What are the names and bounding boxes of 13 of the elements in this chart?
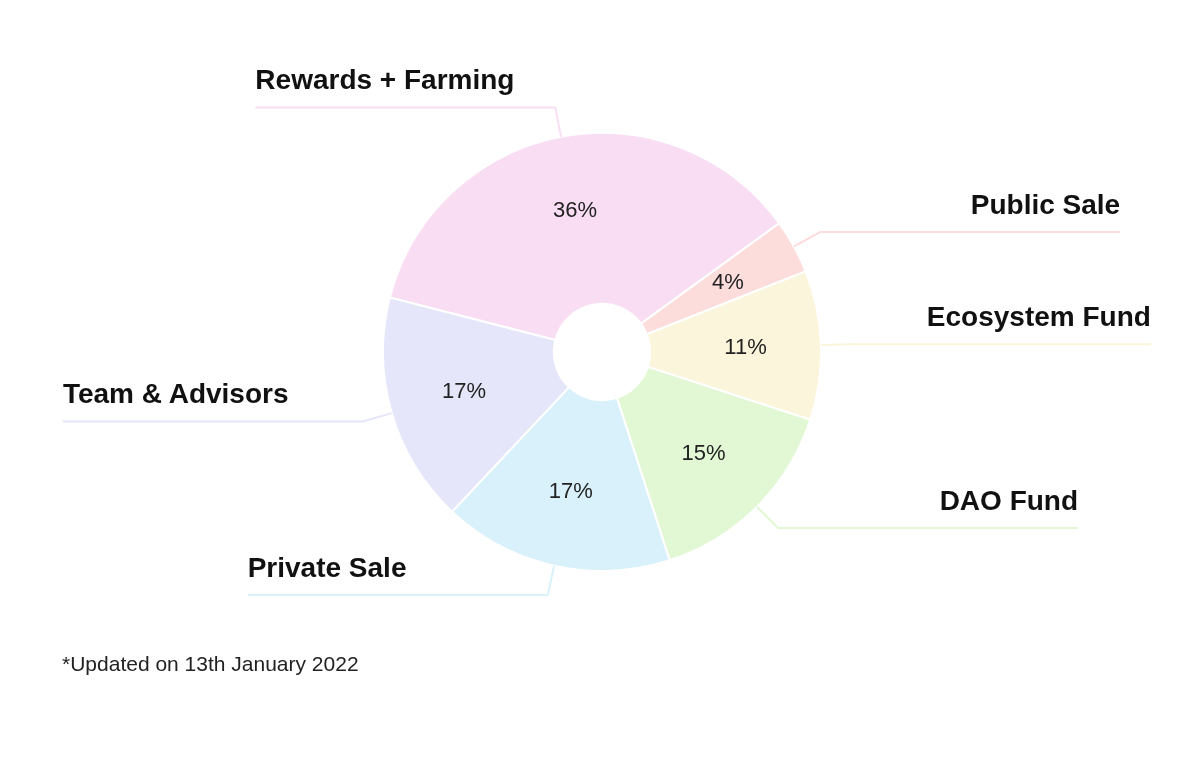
- data-label: 36%: [553, 197, 598, 223]
- slice-label: Private Sale: [247, 551, 407, 583]
- slice-label: Ecosystem Fund: [926, 300, 1151, 332]
- slice-label: Team & Advisors: [62, 378, 289, 410]
- slice-label: Rewards + Farming: [255, 64, 515, 96]
- slice-label: DAO Fund: [939, 484, 1079, 516]
- text: *Updated on 13th January 2022: [62, 652, 359, 676]
- data-label: 4%: [711, 268, 744, 294]
- data-label: 15%: [681, 439, 726, 465]
- data-label: 17%: [548, 478, 593, 504]
- slice-label: Public Sale: [970, 188, 1121, 220]
- data-label: 17%: [442, 378, 487, 404]
- data-label: 11%: [724, 333, 767, 359]
